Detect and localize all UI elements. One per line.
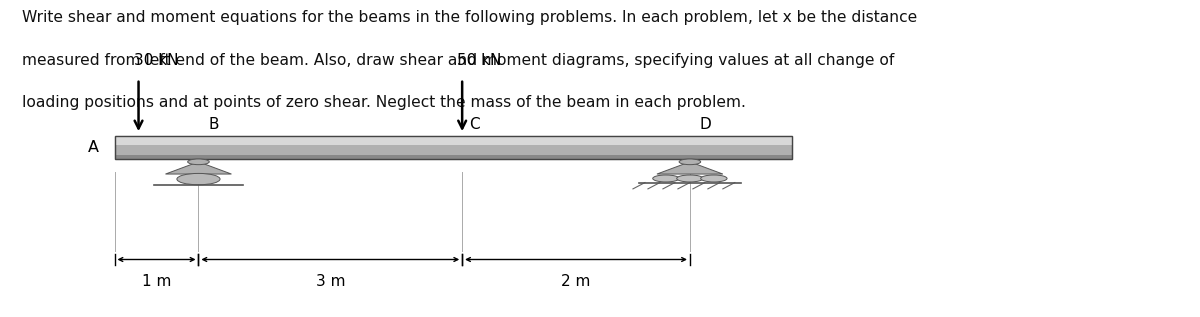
Bar xyxy=(114,136,792,159)
Text: measured from left end of the beam. Also, draw shear and moment diagrams, specif: measured from left end of the beam. Also… xyxy=(23,53,895,68)
Bar xyxy=(114,155,792,159)
Circle shape xyxy=(679,159,701,165)
Text: D: D xyxy=(700,118,712,133)
Polygon shape xyxy=(656,162,722,174)
Text: 2 m: 2 m xyxy=(562,274,590,289)
Bar xyxy=(114,136,792,145)
Text: 30 kN: 30 kN xyxy=(133,53,179,68)
Text: A: A xyxy=(88,140,98,155)
Text: B: B xyxy=(208,118,218,133)
Text: C: C xyxy=(469,118,480,133)
Circle shape xyxy=(187,159,209,165)
Circle shape xyxy=(677,175,703,182)
Text: 50 kN: 50 kN xyxy=(457,53,502,68)
Text: 3 m: 3 m xyxy=(316,274,346,289)
Text: 1 m: 1 m xyxy=(142,274,172,289)
Circle shape xyxy=(653,175,679,182)
Bar xyxy=(114,136,792,159)
Text: loading positions and at points of zero shear. Neglect the mass of the beam in e: loading positions and at points of zero … xyxy=(23,95,746,110)
Text: Write shear and moment equations for the beams in the following problems. In eac: Write shear and moment equations for the… xyxy=(23,10,918,25)
Polygon shape xyxy=(166,162,232,174)
Circle shape xyxy=(701,175,727,182)
Circle shape xyxy=(176,173,220,185)
